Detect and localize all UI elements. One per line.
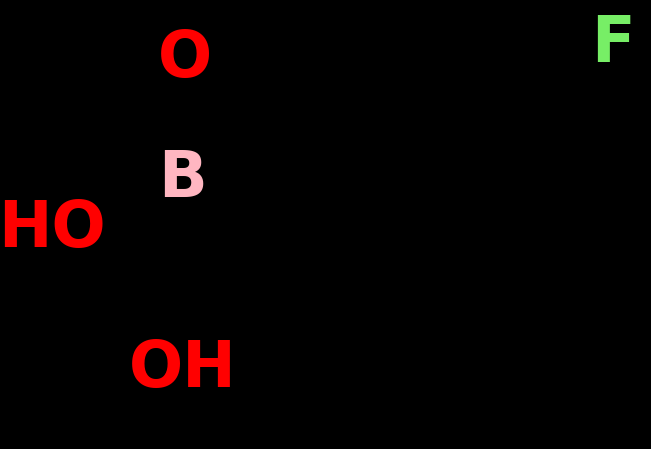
Text: O: O bbox=[158, 28, 212, 90]
Text: F: F bbox=[591, 13, 635, 75]
Text: B: B bbox=[159, 148, 208, 210]
Text: OH: OH bbox=[129, 338, 237, 400]
Text: HO: HO bbox=[0, 198, 106, 260]
